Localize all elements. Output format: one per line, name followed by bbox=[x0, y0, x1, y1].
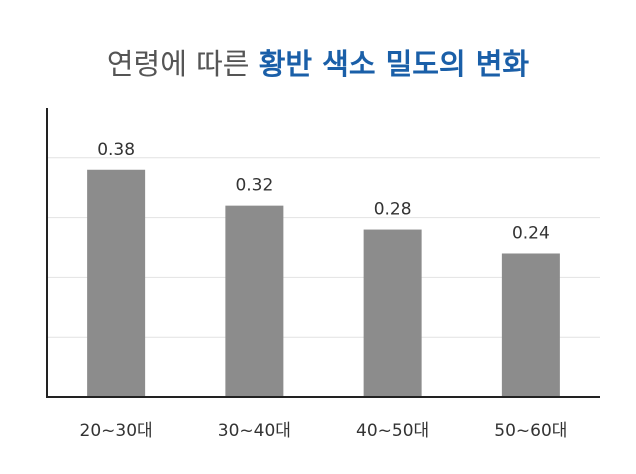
title-highlight: 황반 색소 밀도의 변화 bbox=[259, 47, 530, 81]
bar bbox=[87, 169, 146, 397]
title-plain: 연령에 따른 bbox=[107, 47, 250, 81]
value-label: 0.38 bbox=[97, 140, 135, 160]
value-label: 0.32 bbox=[235, 176, 273, 196]
chart-title: 연령에 따른 황반 색소 밀도의 변화 bbox=[107, 47, 530, 81]
x-tick-label: 30~40대 bbox=[218, 421, 291, 441]
bar bbox=[501, 253, 560, 397]
x-tick-label: 50~60대 bbox=[494, 421, 567, 441]
value-label: 0.28 bbox=[374, 200, 412, 220]
x-tick-label: 40~50대 bbox=[356, 421, 429, 441]
bar bbox=[225, 205, 284, 397]
value-label: 0.24 bbox=[512, 223, 550, 243]
x-tick-label: 20~30대 bbox=[80, 421, 153, 441]
bar bbox=[363, 229, 422, 397]
